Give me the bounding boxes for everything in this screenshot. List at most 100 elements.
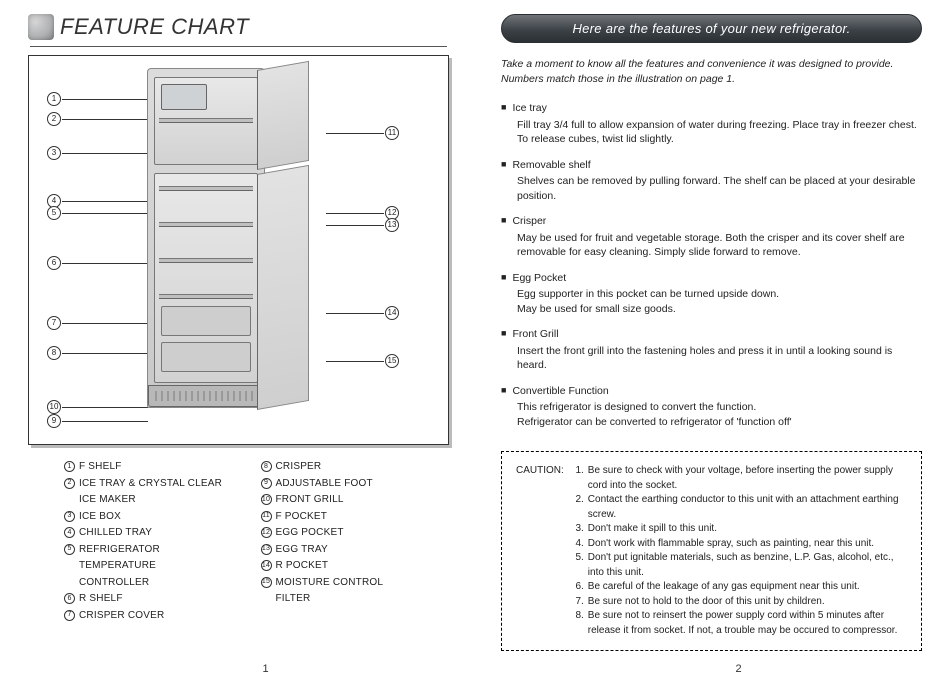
feature-title: Ice tray: [501, 101, 922, 115]
callout-6: 6: [47, 256, 61, 270]
legend-number-icon: 2: [64, 478, 75, 489]
legend-label: ADJUSTABLE FOOT: [276, 476, 373, 493]
feature-title: Convertible Function: [501, 384, 922, 398]
caution-item-4: 4. Don't work with flammable spray, such …: [572, 537, 907, 552]
caution-item-5: 5.Don't put ignitable materials, such as…: [572, 551, 907, 580]
legend-number-icon: 7: [64, 610, 75, 621]
callout-13: 13: [385, 218, 399, 232]
callout-9: 9: [47, 414, 61, 428]
feature-title: Egg Pocket: [501, 271, 922, 285]
legend-label: R SHELF: [79, 591, 123, 608]
caution-text: Be sure not to hold to the door of this …: [588, 595, 825, 610]
legend-label: CRISPER COVER: [79, 608, 164, 625]
legend-item-13: 13EGG TRAY: [261, 542, 428, 559]
legend-item-10: 10FRONT GRILL: [261, 492, 428, 509]
legend-item-4: 4 CHILLED TRAY: [64, 525, 231, 542]
callout-7: 7: [47, 316, 61, 330]
title-row: FEATURE CHART: [28, 14, 449, 40]
caution-text: Don't work with flammable spray, such as…: [588, 537, 874, 552]
caution-number: 6.: [572, 580, 584, 595]
caution-number: 4.: [572, 537, 584, 552]
legend-number-icon: 5: [64, 544, 75, 555]
caution-text: Contact the earthing conductor to this u…: [588, 493, 907, 522]
feature-1: Ice tray Fill tray 3/4 full to allow expa…: [501, 101, 922, 146]
decorative-logo-icon: [28, 14, 54, 40]
feature-4: Egg Pocket Egg supporter in this pocket c…: [501, 271, 922, 316]
caution-item-2: 2.Contact the earthing conductor to this…: [572, 493, 907, 522]
caution-item-6: 6. Be careful of the leakage of any gas e…: [572, 580, 907, 595]
feature-title: Removable shelf: [501, 158, 922, 172]
legend-column-1: 1 F SHELF2ICE TRAY & CRYSTAL CLEAR ICE MA…: [64, 459, 231, 624]
caution-text: Don't put ignitable materials, such as b…: [588, 551, 907, 580]
legend-number-icon: 1: [64, 461, 75, 472]
callout-1: 1: [47, 92, 61, 106]
legend-number-icon: 11: [261, 511, 272, 522]
feature-description: May be used for fruit and vegetable stor…: [517, 231, 922, 260]
feature-title: Front Grill: [501, 327, 922, 341]
callout-11: 11: [385, 126, 399, 140]
legend-number-icon: 8: [261, 461, 272, 472]
legend-number-icon: 15: [261, 577, 272, 588]
legend-number-icon: 10: [261, 494, 272, 505]
feature-legend: 1 F SHELF2ICE TRAY & CRYSTAL CLEAR ICE MA…: [28, 459, 449, 624]
callout-3: 3: [47, 146, 61, 160]
page-number-1: 1: [28, 663, 503, 675]
caution-text: Be careful of the leakage of any gas equ…: [588, 580, 860, 595]
fridge-illustration: [147, 68, 311, 424]
feature-title: Crisper: [501, 214, 922, 228]
feature-description: Egg supporter in this pocket can be turn…: [517, 287, 922, 316]
legend-item-12: 12EGG POCKET: [261, 525, 428, 542]
feature-description: Insert the front grill into the fastenin…: [517, 344, 922, 373]
feature-2: Removable shelfShelves can be removed by…: [501, 158, 922, 203]
caution-number: 7.: [572, 595, 584, 610]
callout-5: 5: [47, 206, 61, 220]
page-2: Here are the features of your new refrig…: [475, 0, 950, 677]
legend-item-1: 1 F SHELF: [64, 459, 231, 476]
legend-number-icon: 3: [64, 511, 75, 522]
legend-item-9: 9 ADJUSTABLE FOOT: [261, 476, 428, 493]
legend-item-3: 3ICE BOX: [64, 509, 231, 526]
legend-item-11: 11 F POCKET: [261, 509, 428, 526]
feature-6: Convertible FunctionThis refrigerator is…: [501, 384, 922, 429]
feature-5: Front Grill Insert the front grill into t…: [501, 327, 922, 372]
legend-item-14: 14 R POCKET: [261, 558, 428, 575]
caution-item-1: 1.Be sure to check with your voltage, be…: [572, 464, 907, 493]
callout-15: 15: [385, 354, 399, 368]
caution-number: 8.: [572, 609, 584, 638]
callout-10: 10: [47, 400, 61, 414]
caution-list: 1.Be sure to check with your voltage, be…: [570, 464, 907, 638]
page-number-2: 2: [501, 663, 950, 675]
legend-item-2: 2ICE TRAY & CRYSTAL CLEAR ICE MAKER: [64, 476, 231, 509]
title-underline: [30, 46, 447, 47]
caution-number: 3.: [572, 522, 584, 537]
callout-8: 8: [47, 346, 61, 360]
features-list: Ice tray Fill tray 3/4 full to allow expa…: [501, 101, 922, 429]
legend-label: F SHELF: [79, 459, 122, 476]
caution-text: Be sure to check with your voltage, befo…: [588, 464, 907, 493]
legend-number-icon: 9: [261, 478, 272, 489]
legend-number-icon: 6: [64, 593, 75, 604]
legend-label: REFRIGERATOR TEMPERATURE CONTROLLER: [79, 542, 231, 592]
legend-item-7: 7 CRISPER COVER: [64, 608, 231, 625]
caution-number: 2.: [572, 493, 584, 522]
legend-number-icon: 4: [64, 527, 75, 538]
caution-item-7: 7. Be sure not to hold to the door of thi…: [572, 595, 907, 610]
caution-number: 5.: [572, 551, 584, 580]
caution-text: Don't make it spill to this unit.: [588, 522, 717, 537]
legend-number-icon: 14: [261, 560, 272, 571]
page-1: FEATURE CHART 12345678109 1112131415: [0, 0, 475, 677]
legend-item-5: 5 REFRIGERATOR TEMPERATURE CONTROLLER: [64, 542, 231, 592]
legend-item-6: 6 R SHELF: [64, 591, 231, 608]
callout-14: 14: [385, 306, 399, 320]
feature-diagram: 12345678109 1112131415: [28, 55, 449, 445]
legend-item-8: 8CRISPER: [261, 459, 428, 476]
legend-label: F POCKET: [276, 509, 328, 526]
feature-description: Fill tray 3/4 full to allow expansion of…: [517, 118, 922, 147]
features-banner: Here are the features of your new refrig…: [501, 14, 922, 43]
legend-label: R POCKET: [276, 558, 329, 575]
legend-label: MOISTURE CONTROL FILTER: [276, 575, 384, 608]
caution-item-8: 8.Be sure not to reinsert the power supp…: [572, 609, 907, 638]
legend-label: CHILLED TRAY: [79, 525, 152, 542]
legend-number-icon: 12: [261, 527, 272, 538]
intro-text: Take a moment to know all the features a…: [501, 57, 922, 87]
